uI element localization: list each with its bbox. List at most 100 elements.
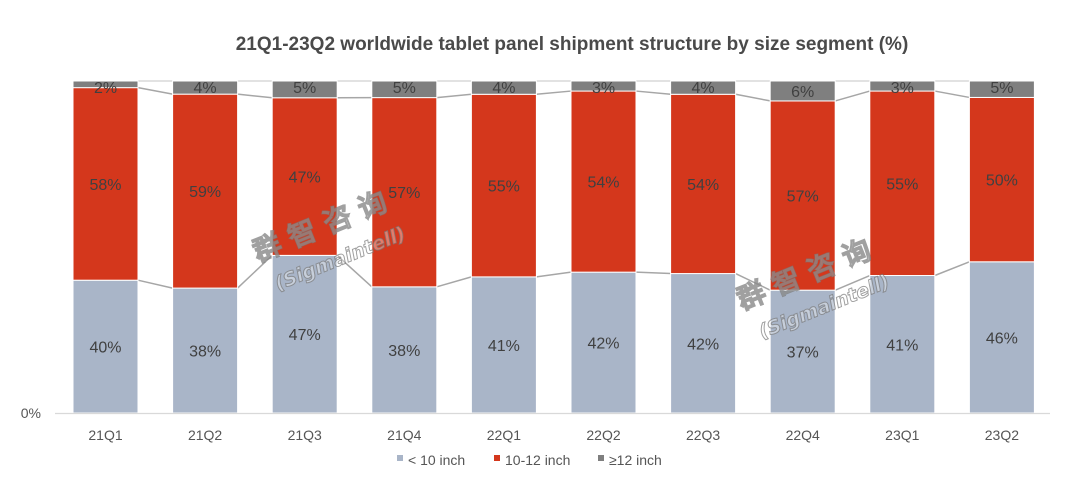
bar-segment bbox=[968, 80, 1035, 98]
bar-segment bbox=[769, 80, 836, 102]
bar-segment bbox=[172, 287, 239, 414]
legend-item: ≥12 inch bbox=[598, 452, 662, 468]
bar-segment bbox=[172, 93, 239, 289]
data-label: 4% bbox=[492, 80, 515, 97]
data-label: 5% bbox=[393, 80, 416, 97]
series-line bbox=[237, 93, 273, 99]
bar-segment bbox=[869, 80, 936, 92]
bar-segment bbox=[470, 276, 537, 414]
series-line bbox=[536, 90, 572, 96]
series-line bbox=[834, 274, 871, 291]
bar-segment bbox=[371, 80, 438, 99]
data-labels: 40% 58% 2% 38% 59% 4% 47% 47% 5% 38% 57% 5% 41% 55% 4%… bbox=[89, 80, 1017, 362]
series-line bbox=[635, 271, 671, 275]
x-tick-labels: 21Q1 21Q2 21Q3 21Q4 22Q1 22Q2 22Q3 22Q4 23Q1 23Q2 bbox=[88, 427, 1019, 443]
data-label: 3% bbox=[592, 80, 615, 97]
data-label: 50% bbox=[986, 173, 1018, 190]
series-line bbox=[436, 276, 472, 288]
data-label: 40% bbox=[89, 340, 121, 357]
bar-segment bbox=[72, 80, 139, 89]
bar-segment bbox=[670, 273, 737, 414]
data-label: 55% bbox=[488, 179, 520, 196]
data-label: 41% bbox=[488, 338, 520, 355]
series-line bbox=[834, 90, 871, 102]
data-label: 47% bbox=[289, 170, 321, 187]
data-label: 38% bbox=[189, 344, 221, 361]
bar-segment bbox=[470, 93, 537, 278]
bar-segment bbox=[72, 87, 139, 281]
bar-segment bbox=[271, 97, 338, 256]
data-label: 41% bbox=[886, 337, 918, 354]
data-label: 5% bbox=[293, 80, 316, 97]
data-label: 54% bbox=[587, 175, 619, 192]
bar-segment bbox=[470, 80, 537, 95]
x-tick-label: 21Q1 bbox=[88, 427, 122, 443]
data-label: 58% bbox=[89, 177, 121, 194]
bar-segment bbox=[869, 90, 936, 277]
bar-segment bbox=[570, 90, 637, 273]
x-tick-label: 22Q4 bbox=[786, 427, 820, 443]
data-label: 42% bbox=[587, 336, 619, 353]
data-label: 4% bbox=[692, 80, 715, 97]
legend: < 10 inch 10-12 inch ≥12 inch bbox=[397, 452, 662, 468]
data-label: 4% bbox=[194, 80, 217, 97]
legend-label: 10-12 inch bbox=[505, 452, 570, 468]
series-line bbox=[536, 271, 572, 278]
legend-label: < 10 inch bbox=[408, 452, 465, 468]
bar-segment bbox=[968, 261, 1035, 414]
data-label: 42% bbox=[687, 336, 719, 353]
bar-segment bbox=[271, 80, 338, 99]
data-label: 47% bbox=[289, 327, 321, 344]
x-tick-label: 22Q1 bbox=[487, 427, 521, 443]
data-label: 46% bbox=[986, 330, 1018, 347]
data-label: 54% bbox=[687, 177, 719, 194]
series-lines bbox=[137, 80, 970, 291]
series-line bbox=[137, 279, 173, 289]
bar-segment bbox=[670, 80, 737, 95]
bar-segment bbox=[371, 286, 438, 414]
x-tick-label: 21Q4 bbox=[387, 427, 421, 443]
data-label: 57% bbox=[787, 189, 819, 206]
bar-segment bbox=[968, 96, 1035, 263]
series-line bbox=[336, 254, 373, 288]
bar-segment bbox=[72, 279, 139, 414]
legend-label: ≥12 inch bbox=[609, 452, 662, 468]
chart-title: 21Q1-23Q2 worldwide tablet panel shipmen… bbox=[236, 34, 909, 55]
x-tick-label: 23Q1 bbox=[885, 427, 919, 443]
bar-segment bbox=[371, 97, 438, 288]
data-label: 3% bbox=[891, 80, 914, 97]
x-tick-label: 22Q2 bbox=[586, 427, 620, 443]
series-line bbox=[436, 93, 472, 99]
x-tick-label: 21Q3 bbox=[288, 427, 322, 443]
series-line bbox=[934, 261, 970, 277]
series-line bbox=[635, 90, 671, 96]
bar-segment bbox=[570, 80, 637, 92]
x-tick-label: 22Q3 bbox=[686, 427, 720, 443]
bar-segment bbox=[172, 80, 239, 95]
data-label: 57% bbox=[388, 185, 420, 202]
data-label: 55% bbox=[886, 176, 918, 193]
series-line bbox=[735, 272, 771, 291]
data-label: 5% bbox=[990, 80, 1013, 97]
bar-segment bbox=[670, 93, 737, 275]
legend-swatch bbox=[598, 455, 604, 461]
legend-item: 10-12 inch bbox=[494, 452, 570, 468]
data-label: 2% bbox=[94, 80, 117, 97]
bar-segment bbox=[769, 100, 836, 291]
data-label: 37% bbox=[787, 345, 819, 362]
bar-segment bbox=[869, 275, 936, 414]
series-line bbox=[735, 93, 771, 102]
data-label: 6% bbox=[791, 84, 814, 101]
bars bbox=[72, 80, 1035, 414]
legend-swatch bbox=[397, 455, 403, 461]
legend-swatch bbox=[494, 455, 500, 461]
data-label: 38% bbox=[388, 343, 420, 360]
x-tick-label: 21Q2 bbox=[188, 427, 222, 443]
legend-item: < 10 inch bbox=[397, 452, 465, 468]
x-tick-label: 23Q2 bbox=[985, 427, 1019, 443]
bar-segment bbox=[769, 289, 836, 414]
series-line bbox=[237, 254, 273, 289]
series-line bbox=[137, 86, 173, 95]
bar-segment bbox=[271, 254, 338, 414]
